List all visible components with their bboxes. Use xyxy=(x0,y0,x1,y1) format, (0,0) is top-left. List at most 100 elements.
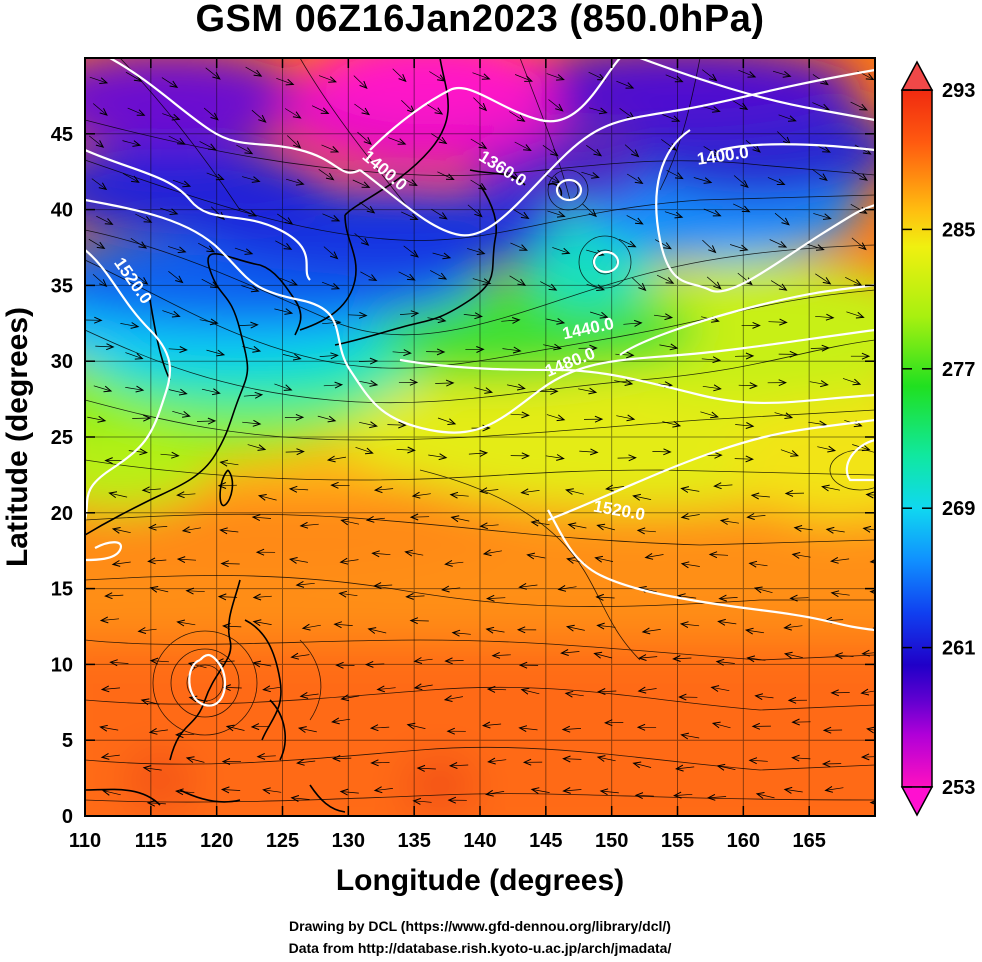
wind-arrow-shaft xyxy=(199,141,216,151)
wind-arrow-shaft xyxy=(102,687,121,690)
wind-arrow-shaft xyxy=(89,76,108,84)
wind-arrow-shaft xyxy=(598,690,617,693)
wind-arrow-shaft xyxy=(167,246,186,253)
wind-arrow-shaft xyxy=(251,725,271,728)
wind-arrow-shaft xyxy=(377,687,396,690)
wind-arrow-shaft xyxy=(160,453,179,457)
wind-arrow-shaft xyxy=(368,628,387,634)
wind-arrow-shaft xyxy=(664,211,683,218)
wind-arrow-shaft xyxy=(354,103,370,115)
wind-arrow-shaft xyxy=(128,450,147,453)
wind-arrow-shaft xyxy=(435,382,454,384)
wind-arrow-shaft xyxy=(105,594,124,597)
wind-arrow-shaft xyxy=(352,179,370,188)
wind-arrow-shaft xyxy=(431,208,447,220)
wind-arrow-shaft xyxy=(148,559,167,562)
wind-arrow-shaft xyxy=(815,315,834,319)
wind-arrow-shaft xyxy=(183,527,201,532)
x-tick-label: 160 xyxy=(727,830,760,852)
wind-arrow-shaft xyxy=(451,516,470,522)
wind-arrow-shaft xyxy=(846,311,864,318)
wind-arrow-shaft xyxy=(220,461,239,466)
wind-arrow-shaft xyxy=(547,210,565,217)
wind-arrow-shaft xyxy=(519,584,538,588)
wind-arrow-shaft xyxy=(483,723,502,726)
colorbar-label: 285 xyxy=(942,219,975,241)
wind-arrow-shaft xyxy=(122,173,139,183)
wind-arrow-shaft xyxy=(563,758,582,760)
wind-arrow-shaft xyxy=(177,493,196,496)
wind-arrow-shaft xyxy=(615,353,634,356)
wind-arrow-shaft xyxy=(206,349,224,356)
wind-arrow-shaft xyxy=(870,561,875,563)
wind-arrow-shaft xyxy=(545,455,564,459)
wind-arrow-shaft xyxy=(450,494,469,497)
wind-arrow-shaft xyxy=(132,417,151,419)
wind-arrow-shaft xyxy=(565,692,584,697)
wind-arrow-shaft xyxy=(91,178,107,190)
wind-arrow-shaft xyxy=(737,272,753,285)
wind-arrow-shaft xyxy=(616,415,635,420)
wind-arrow-shaft xyxy=(702,106,720,112)
wind-arrow-shaft xyxy=(366,517,385,521)
wind-arrow-shaft xyxy=(540,281,557,291)
wind-arrow-shaft xyxy=(450,764,469,767)
wind-arrow-shaft xyxy=(519,727,538,731)
wind-arrow-shaft xyxy=(531,789,550,793)
wind-arrow-shaft xyxy=(785,653,803,658)
wind-arrow-shaft xyxy=(428,454,447,459)
wind-arrow-shaft xyxy=(186,590,205,593)
wind-arrow-shaft xyxy=(861,690,875,694)
wind-arrow-shaft xyxy=(341,695,360,700)
wind-arrow-shaft xyxy=(746,629,765,634)
wind-arrow-shaft xyxy=(353,75,367,89)
wind-arrow-shaft xyxy=(701,358,720,361)
wind-arrow-shaft xyxy=(196,420,216,422)
wind-arrow-shaft xyxy=(566,489,584,495)
wind-arrow-shaft xyxy=(399,312,419,315)
wind-arrow-shaft xyxy=(484,550,502,555)
wind-arrow-shaft xyxy=(247,444,266,450)
wind-arrow-shaft xyxy=(581,171,599,178)
wind-arrow-shaft xyxy=(755,587,773,594)
wind-arrow-shaft xyxy=(277,213,293,225)
y-tick-label: 0 xyxy=(62,806,73,828)
wind-arrow-shaft xyxy=(125,71,142,82)
wind-arrow-shaft xyxy=(626,173,643,184)
wind-arrow-shaft xyxy=(285,451,304,453)
wind-arrow-shaft xyxy=(713,722,731,729)
wind-arrow-shaft xyxy=(299,727,317,733)
wind-arrow-shaft xyxy=(681,623,700,627)
wind-arrow-shaft xyxy=(659,344,678,349)
wind-arrow-shaft xyxy=(815,273,831,285)
wind-arrow-shaft xyxy=(401,100,415,113)
wind-arrow-shaft xyxy=(851,169,868,181)
wind-arrow-shaft xyxy=(543,344,561,349)
wind-arrow-shaft xyxy=(445,660,464,662)
wind-arrow-shaft xyxy=(245,66,262,77)
wind-arrow-shaft xyxy=(681,734,700,739)
wind-arrow-shaft xyxy=(297,760,316,764)
wind-arrow-shaft xyxy=(161,77,178,88)
coastlines xyxy=(85,58,563,813)
wind-arrow-shaft xyxy=(149,526,168,529)
colorbar: 293 285 277 269 261 253 xyxy=(900,60,975,817)
wind-arrow-shaft xyxy=(291,797,310,800)
wind-arrow-shaft xyxy=(401,211,418,220)
wind-arrow-shaft xyxy=(502,348,521,352)
wind-arrow-shaft xyxy=(589,107,607,114)
wind-arrow-shaft xyxy=(340,791,359,794)
wind-arrow-shaft xyxy=(674,793,693,796)
wind-arrow-shaft xyxy=(633,495,652,500)
wind-arrow-shaft xyxy=(101,618,120,621)
drawing-credit: Drawing by DCL (https://www.gfd-dennou.o… xyxy=(289,918,671,934)
wind-arrow-shaft xyxy=(597,756,616,762)
wind-arrow-shaft xyxy=(253,621,272,625)
wind-arrow-shaft xyxy=(366,663,385,665)
x-tick-label: 155 xyxy=(661,830,694,852)
wind-arrow-shaft xyxy=(120,323,139,328)
wind-arrow-shaft xyxy=(624,144,639,157)
wind-arrow-shaft xyxy=(562,728,582,730)
wind-arrow-shaft xyxy=(400,176,417,186)
wind-arrow-shaft xyxy=(203,107,219,120)
